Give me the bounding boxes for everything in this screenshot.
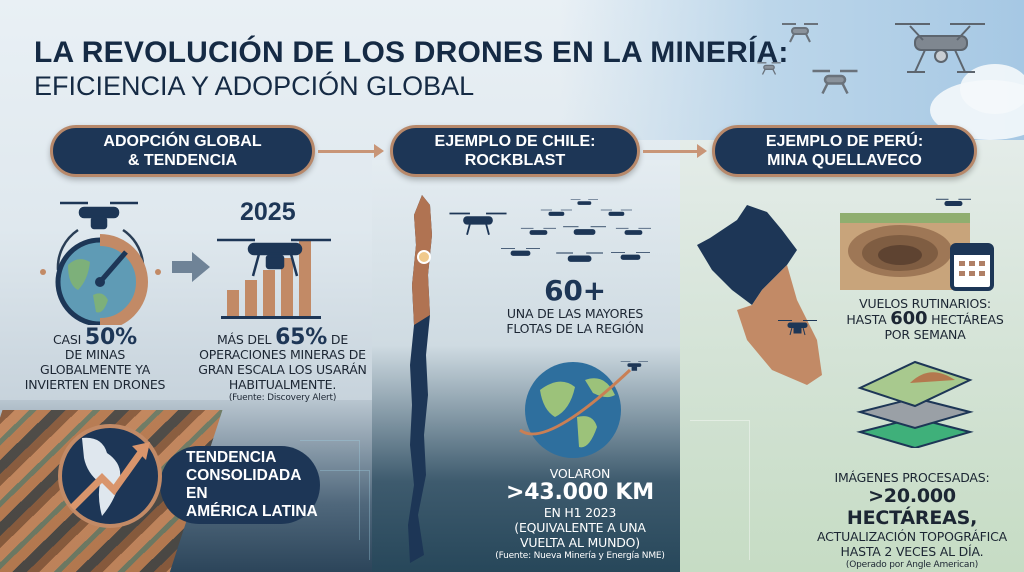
arrow-connector [318, 144, 384, 158]
stat-text: GLOBALMENTE YA [39, 362, 151, 377]
latam-trend-badge: TENDENCIA CONSOLIDADA EN AMÉRICA LATINA [160, 446, 320, 524]
header-chile-example: EJEMPLO DE CHILE: ROCKBLAST [390, 125, 640, 177]
distance-text: EN H1 2023 [543, 505, 617, 520]
header-peru-example: EJEMPLO DE PERÚ: MINA QUELLAVECO [712, 125, 977, 177]
flying-drone-icon [812, 69, 858, 95]
header-global-adoption: ADOPCIÓN GLOBAL & TENDENCIA [50, 125, 315, 177]
images-text: IMÁGENES PROCESADAS: [834, 470, 990, 485]
header-line: MINA QUELLAVECO [767, 152, 922, 169]
chile-map-icon [408, 195, 432, 563]
latin-america-trend-icon [58, 424, 162, 528]
flying-drone-icon [757, 62, 781, 75]
trend-text: TENDENCIA [186, 449, 277, 466]
fleet-text: FLOTAS DE LA REGIÓN [506, 321, 644, 336]
peru-panel-background [680, 140, 1024, 572]
header-line: ADOPCIÓN GLOBAL [103, 133, 262, 150]
stat-50-percent: CASI 50% DE MINAS GLOBALMENTE YA INVIERT… [20, 327, 170, 393]
header-line: EJEMPLO DE CHILE: [434, 133, 596, 150]
stat-prefix: MÁS DEL [216, 332, 272, 347]
flights-text: VUELOS RUTINARIOS: [859, 296, 991, 311]
fleet-text: UNA DE LAS MAYORES [506, 306, 644, 321]
distance-value: >43.000 KM [506, 480, 654, 505]
fleet-value: 60+ [544, 274, 606, 307]
flights-value: 600 [890, 308, 928, 329]
header-line: EJEMPLO DE PERÚ: [765, 133, 924, 150]
arrow-connector [643, 144, 707, 158]
arrow-right-icon [172, 252, 210, 282]
stat-value: 65% [275, 325, 328, 350]
year-label: 2025 [240, 198, 296, 226]
stat-text: DE MINAS [64, 347, 126, 362]
source-note: (Fuente: Discovery Alert) [228, 393, 337, 403]
globe-gauge-icon [40, 228, 161, 325]
trend-text: CONSOLIDADA EN [186, 467, 301, 502]
stat-text: GRAN ESCALA LOS USARÁN [198, 362, 367, 377]
distance-text: (EQUIVALENTE A UNA [514, 520, 646, 535]
fleet-stat: 60+ UNA DE LAS MAYORES FLOTAS DE LA REGI… [470, 274, 680, 337]
stat-text: INVIERTEN EN DRONES [24, 377, 166, 392]
circuit-decoration [320, 470, 370, 560]
title-line-2: EFICIENCIA Y ADOPCIÓN GLOBAL [34, 71, 475, 101]
bar-chart-drone-icon [217, 238, 331, 319]
distance-stat: VOLARON >43.000 KM EN H1 2023 (EQUIVALEN… [480, 466, 680, 562]
topography-layers-icon [856, 360, 974, 448]
stat-value: 50% [84, 325, 137, 350]
header-line: & TENDENCIA [127, 152, 238, 169]
flying-drone-icon [782, 23, 818, 43]
images-stat: IMÁGENES PROCESADAS: >20.000 HECTÁREAS, … [800, 470, 1024, 571]
drone-icon [60, 201, 138, 230]
distance-text: VOLARON [549, 466, 611, 481]
drone-icon [449, 212, 507, 235]
stat-text: HABITUALMENTE. [228, 377, 337, 392]
stat-suffix: DE [330, 332, 349, 347]
distance-text: VUELTA AL MUNDO) [520, 535, 640, 550]
trend-text: AMÉRICA LATINA [186, 503, 318, 520]
source-note: (Operado por Angle American) [845, 560, 979, 570]
flights-stat: VUELOS RUTINARIOS: HASTA 600 HECTÁREAS P… [830, 296, 1020, 342]
stat-text: OPERACIONES MINERAS DE [199, 347, 366, 362]
page-title: LA REVOLUCIÓN DE LOS DRONES EN LA MINERÍ… [34, 36, 789, 102]
drone-fleet-icon [501, 199, 652, 262]
flying-drone-icon [895, 23, 985, 73]
flights-prefix: HASTA [846, 312, 887, 327]
circuit-decoration [300, 440, 360, 540]
open-pit-mine-icon [840, 198, 994, 291]
peru-map-icon [697, 205, 822, 385]
circuit-decoration [690, 420, 750, 560]
stat-prefix: CASI [53, 332, 82, 347]
title-line-1: LA REVOLUCIÓN DE LOS DRONES EN LA MINERÍ… [34, 36, 789, 69]
images-text: ACTUALIZACIÓN TOPOGRÁFICA [817, 529, 1007, 544]
stat-65-percent: MÁS DEL 65% DE OPERACIONES MINERAS DE GR… [195, 327, 370, 404]
flights-text: POR SEMANA [884, 327, 966, 342]
header-line: ROCKBLAST [464, 152, 566, 169]
images-value: >20.000 HECTÁREAS, [846, 485, 978, 529]
flights-suffix: HECTÁREAS [931, 312, 1004, 327]
source-note: (Fuente: Nueva Minería y Energía NME) [495, 551, 665, 561]
globe-orbit-icon [519, 361, 649, 458]
images-text: HASTA 2 VECES AL DÍA. [840, 544, 984, 559]
